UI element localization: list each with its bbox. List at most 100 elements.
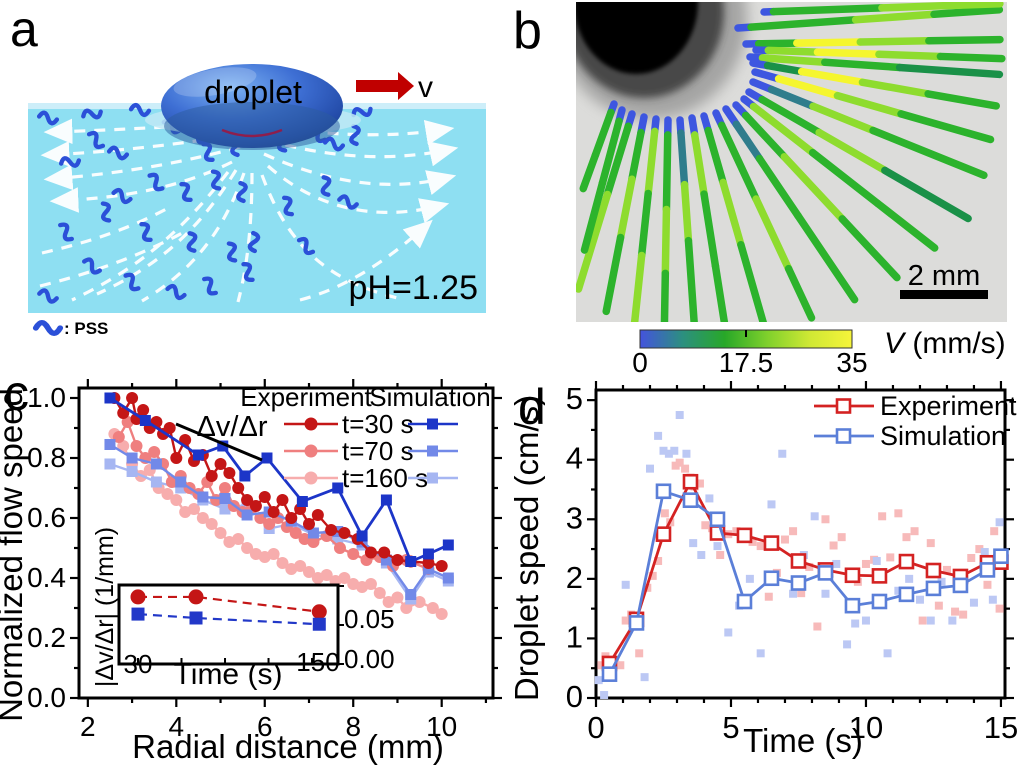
scatter-sim_raw: [697, 551, 706, 560]
particle-track-segment: [616, 175, 636, 242]
scatter-exp_raw: [951, 607, 960, 616]
series-marker-exp160: [435, 607, 448, 620]
inset-line-exp: [137, 595, 320, 613]
scatter-sim_raw: [670, 446, 679, 455]
scatter-exp_raw: [654, 556, 663, 565]
particle-track-segment: [737, 240, 767, 322]
series-marker-exp: [790, 553, 807, 569]
c-legend-row-label: t=30 s: [342, 409, 414, 439]
series-marker-exp30: [267, 505, 280, 518]
series-marker-exp70: [307, 535, 320, 548]
series-marker-exp70: [148, 445, 161, 458]
inset-ytick-000: 0.00: [344, 644, 395, 674]
c-legend-exp-marker: [304, 417, 318, 431]
panel-c-flow-speed-chart: c 2 4 6 8 10 0.0 0.2 0.4 0.6 0.8 1.0 ExperimentSimu…: [0, 365, 502, 765]
series-marker-sim30: [139, 414, 151, 426]
series-marker-sim160: [175, 482, 187, 494]
particle-track-segment: [690, 131, 708, 198]
scatter-sim_raw: [937, 577, 946, 586]
scatter-sim_raw: [926, 616, 935, 625]
series-marker-sim: [817, 565, 834, 581]
series-marker-exp30: [223, 466, 236, 479]
colorbar-title-symbol: V: [884, 327, 907, 360]
series-marker-exp30: [364, 546, 377, 559]
series-marker-exp: [655, 526, 672, 542]
scatter-exp_raw: [756, 542, 765, 551]
particle-track-segment: [700, 190, 720, 270]
series-marker-exp: [682, 473, 699, 490]
pss-legend-label: : PSS: [64, 319, 108, 338]
ph-label: pH=1.25: [349, 269, 479, 307]
particle-track-segment: [769, 4, 886, 16]
particle-track-segment: [924, 90, 1000, 110]
series-marker-exp160: [391, 591, 404, 604]
series-marker-sim: [979, 562, 996, 578]
inset-marker-sim: [189, 611, 203, 625]
panel-label-b: b: [513, 2, 542, 60]
c-legend-header: Experiment: [240, 382, 372, 412]
series-marker-sim160: [150, 476, 162, 488]
particle-track-segment: [661, 205, 671, 278]
particle-track-segment: [719, 178, 745, 249]
series-marker-exp160: [214, 526, 227, 539]
scatter-exp_raw: [701, 521, 710, 530]
scatter-exp_raw: [878, 512, 887, 521]
series-marker-exp160: [170, 493, 183, 506]
series-marker-sim70: [104, 438, 116, 450]
particle-track-segment: [873, 199, 939, 252]
scatter-sim_raw: [905, 574, 914, 583]
x-tick-label: 6: [257, 711, 273, 742]
particle-track-segment: [881, 166, 972, 223]
series-marker-exp30: [232, 481, 245, 494]
particle-track-segment: [662, 131, 672, 214]
series-marker-exp160: [232, 532, 245, 545]
series-marker-sim: [682, 492, 699, 509]
particle-track-segment: [754, 39, 801, 48]
series-marker-exp160: [320, 568, 333, 581]
series-marker-sim30: [296, 495, 308, 507]
y-tick-label: 0.0: [27, 682, 66, 713]
particle-track-segment: [758, 95, 823, 137]
particle-track-segment: [684, 236, 698, 322]
particle-track-segment: [747, 16, 860, 31]
x-tick-label: 5: [722, 710, 739, 745]
scatter-exp_raw: [675, 458, 684, 467]
scatter-exp_raw: [621, 616, 630, 625]
series-marker-sim160: [126, 465, 138, 477]
velocity-label: v: [418, 71, 433, 104]
scale-bar-label: 2 mm: [908, 260, 981, 292]
series-marker-exp30: [338, 526, 351, 539]
series-marker-exp160: [382, 595, 395, 608]
scatter-sim_raw: [705, 494, 714, 503]
scatter-sim_raw: [872, 556, 881, 565]
series-marker-exp70: [218, 481, 231, 494]
series-marker-exp160: [303, 565, 315, 578]
series-marker-exp30: [285, 511, 298, 524]
series-marker-sim: [952, 577, 969, 594]
series-marker-sim160: [219, 503, 231, 515]
particle-track-segment: [660, 269, 670, 322]
y-tick-label: 2: [566, 560, 583, 595]
series-marker-exp30: [435, 559, 448, 572]
inset-xtick-150: 150: [296, 647, 339, 677]
particle-track-segment: [580, 179, 607, 254]
series-marker-sim: [763, 570, 780, 587]
particle-track-segment: [809, 102, 877, 135]
scatter-sim_raw: [767, 500, 776, 509]
gradient-inset-plot: [117, 583, 344, 666]
particle-track-segment: [741, 111, 789, 161]
scatter-sim_raw: [995, 518, 1004, 527]
c-legend-sim-marker: [427, 445, 438, 457]
series-marker-sim30: [104, 392, 116, 404]
particle-track-segment: [644, 127, 659, 198]
series-marker-sim: [628, 615, 645, 631]
scatter-exp_raw: [918, 616, 927, 625]
scatter-exp_raw: [660, 509, 669, 518]
particle-track-segment: [576, 190, 612, 293]
series-marker-exp160: [267, 547, 280, 560]
series-marker-sim70: [422, 563, 434, 575]
c-slope-line: [175, 422, 263, 462]
